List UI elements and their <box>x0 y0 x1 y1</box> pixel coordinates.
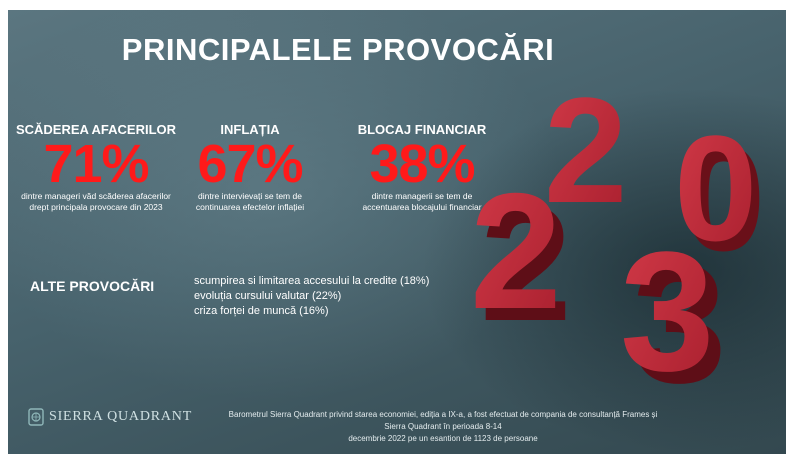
stat-value: 71% <box>43 134 149 194</box>
footer-line: Barometrul Sierra Quadrant privind stare… <box>228 410 658 431</box>
svg-text:2: 2 <box>480 171 572 355</box>
year-2023-artwork: 2 0 0 2 2 3 3 <box>470 70 765 400</box>
brand-name: SIERRA QUADRANT <box>49 409 193 424</box>
stat-label: BLOCAJ FINANCIAR <box>357 122 487 137</box>
sierra-quadrant-emblem-icon <box>28 408 44 426</box>
svg-text:2: 2 <box>470 159 562 343</box>
digit-3-front: 3 3 <box>620 217 727 400</box>
stat-description-line: accentuarea blocajului financiar <box>362 202 482 212</box>
stat-block-business-decline: SCĂDEREA AFACERILOR 71% dintre manageri … <box>14 122 178 213</box>
digit-2-front: 2 2 <box>470 159 572 355</box>
brand-logo: SIERRA QUADRANT <box>28 408 192 426</box>
svg-text:2: 2 <box>544 70 627 234</box>
stat-description: dintre intervievați se tem de continuare… <box>184 191 316 213</box>
stat-description-line: dintre managerii se tem de <box>371 191 473 201</box>
stat-value: 38% <box>369 134 475 194</box>
stat-value: 67% <box>197 134 303 194</box>
stat-description-line: drept principala provocare din 2023 <box>29 202 163 212</box>
footer-note: Barometrul Sierra Quadrant privind stare… <box>228 409 658 445</box>
stat-label: INFLAȚIA <box>220 122 280 137</box>
list-item: criza forței de muncă (16%) <box>194 305 329 317</box>
svg-text:3: 3 <box>620 217 715 400</box>
infographic-canvas: 2 0 0 2 2 3 3 PRINCIPALELE PROVOCĂRI SCĂ… <box>8 10 786 454</box>
page-title: PRINCIPALELE PROVOCĂRI <box>121 32 555 67</box>
stat-description-line: continuarea efectelor inflației <box>195 202 305 212</box>
digit-0-back: 0 0 <box>674 104 765 282</box>
list-item: scumpirea si limitarea accesului la cred… <box>194 275 430 287</box>
stat-block-financial-blockage: BLOCAJ FINANCIAR 38% dintre managerii se… <box>354 122 490 213</box>
svg-text:3: 3 <box>632 229 727 400</box>
footer-line: decembrie 2022 pe un esantion de 1123 de… <box>348 434 538 443</box>
other-challenges-heading: ALTE PROVOCĂRI <box>30 278 155 294</box>
stat-description: dintre managerii se tem de accentuarea b… <box>354 191 490 213</box>
digit-2-back: 2 <box>544 70 627 234</box>
list-item: evoluția cursului valutar (22%) <box>194 290 342 302</box>
other-challenges-list: scumpirea si limitarea accesului la cred… <box>194 274 429 319</box>
svg-text:0: 0 <box>674 104 757 272</box>
stat-block-inflation: INFLAȚIA 67% dintre intervievați se tem … <box>184 122 316 213</box>
svg-text:0: 0 <box>682 114 765 282</box>
stat-description-line: dintre intervievați se tem de <box>198 191 302 201</box>
stat-label: SCĂDEREA AFACERILOR <box>15 122 177 137</box>
stat-description: dintre manageri văd scăderea afacerilor … <box>14 191 178 213</box>
stat-description-line: dintre manageri văd scăderea afacerilor <box>21 191 171 201</box>
